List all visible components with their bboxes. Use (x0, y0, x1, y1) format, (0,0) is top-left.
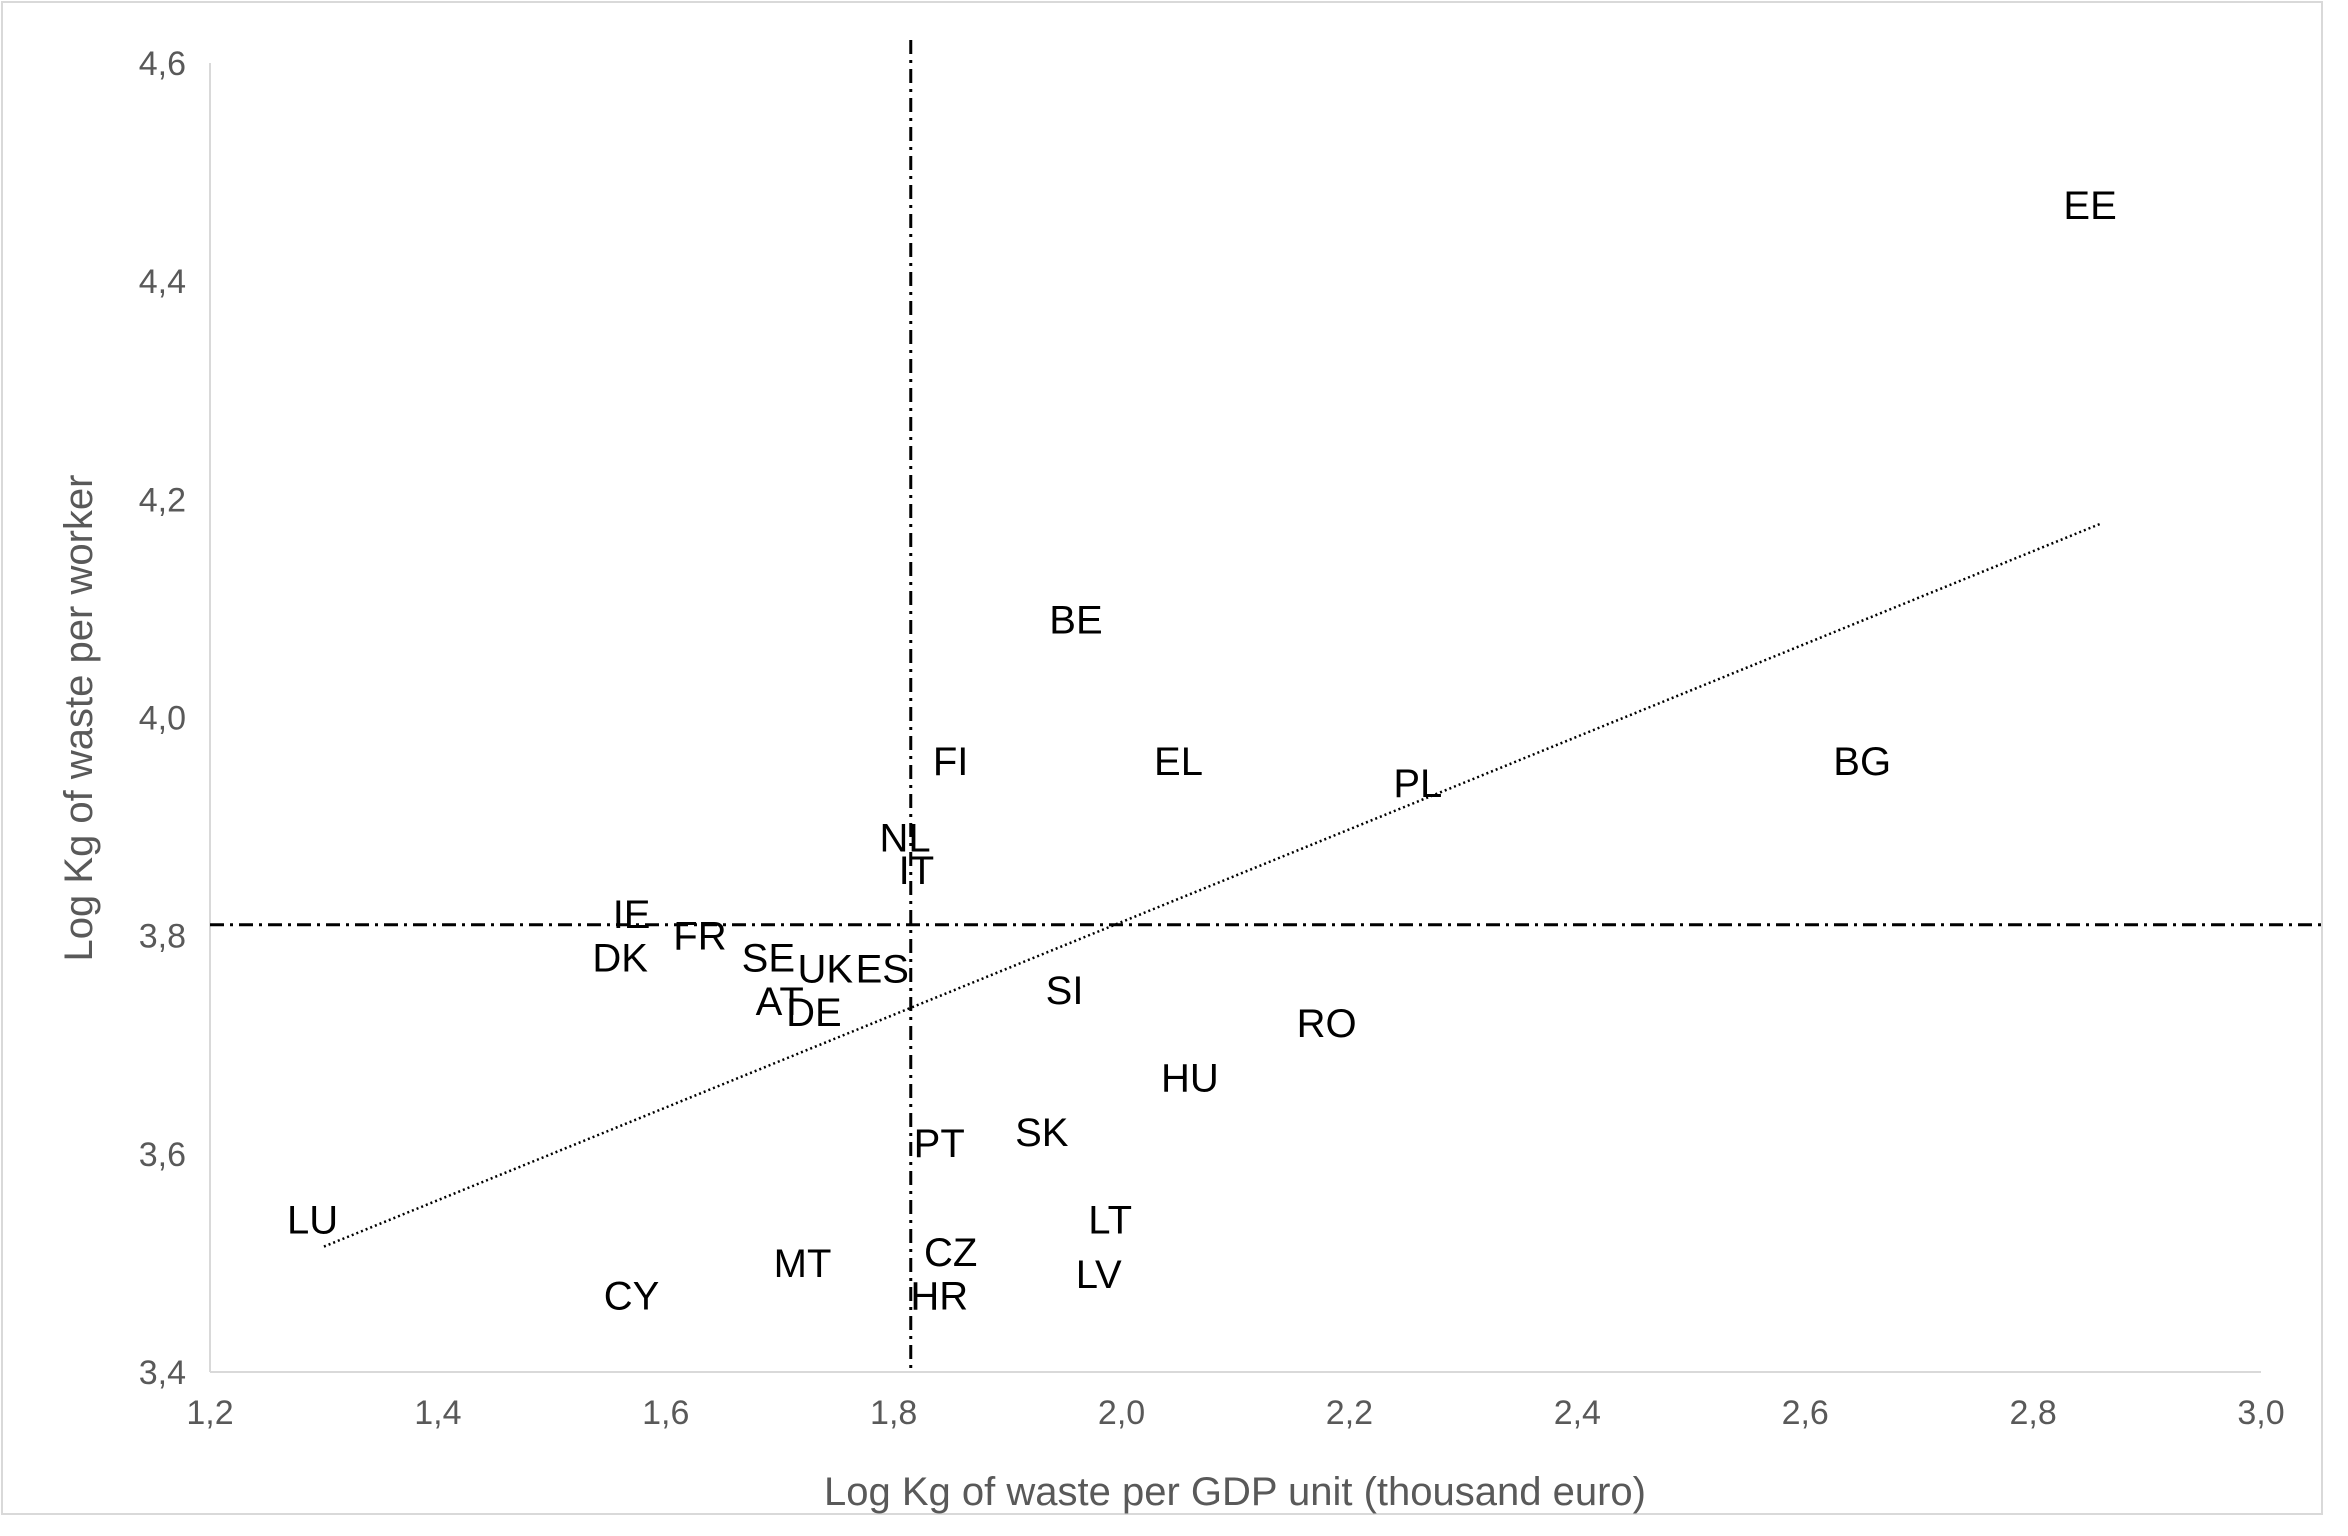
x-tick-label: 2,4 (1554, 1394, 1601, 1432)
y-axis-title: Log Kg of waste per worker (57, 475, 101, 962)
data-point-hr: HR (910, 1275, 968, 1319)
data-point-pl: PL (1393, 762, 1442, 806)
data-point-de: DE (786, 991, 842, 1035)
y-tick-label: 3,6 (139, 1136, 186, 1174)
data-point-pt: PT (914, 1122, 965, 1166)
x-tick-label: 2,2 (1326, 1394, 1373, 1432)
data-point-sk: SK (1015, 1111, 1069, 1155)
data-point-cz: CZ (924, 1231, 977, 1275)
y-tick-label: 3,8 (139, 918, 186, 956)
data-point-bg: BG (1833, 740, 1891, 784)
x-tick-label: 1,2 (186, 1394, 233, 1432)
reference-lines (210, 40, 2322, 1372)
y-tick-labels: 3,4 3,6 3,8 4,0 4,2 4,4 4,6 (139, 45, 186, 1392)
data-point-ro: RO (1297, 1002, 1357, 1046)
x-tick-label: 1,4 (414, 1394, 461, 1432)
data-point-mt: MT (774, 1242, 832, 1286)
data-point-si: SI (1046, 969, 1084, 1013)
x-tick-label: 2,8 (2009, 1394, 2056, 1432)
data-point-fi: FI (933, 740, 969, 784)
x-axis-title: Log Kg of waste per GDP unit (thousand e… (824, 1470, 1646, 1514)
data-point-nl: NL (879, 816, 930, 860)
y-tick-label: 4,4 (139, 263, 186, 301)
x-tick-label: 2,0 (1098, 1394, 1145, 1432)
trendline (323, 522, 2102, 1248)
y-tick-label: 3,4 (139, 1354, 186, 1392)
data-point-lv: LV (1076, 1253, 1122, 1297)
x-tick-label: 1,8 (870, 1394, 917, 1432)
x-tick-label: 1,6 (642, 1394, 689, 1432)
data-point-se: SE (742, 936, 795, 980)
data-point-at: AT (756, 980, 804, 1024)
x-tick-labels: 1,2 1,4 1,6 1,8 2,0 2,2 2,4 2,6 2,8 3,0 (186, 1394, 2284, 1432)
data-point-es: ES (856, 947, 909, 991)
data-point-el: EL (1154, 740, 1203, 784)
x-tick-label: 3,0 (2237, 1394, 2284, 1432)
y-tick-label: 4,6 (139, 45, 186, 83)
y-tick-label: 4,0 (139, 700, 186, 738)
chart-border (1, 1, 2323, 1515)
data-point-fr: FR (673, 915, 726, 959)
x-tick-label: 2,6 (1782, 1394, 1829, 1432)
trendline-group (323, 522, 2102, 1248)
data-point-ie: IE (613, 893, 651, 937)
y-tick-label: 4,2 (139, 481, 186, 519)
data-point-it: IT (899, 849, 935, 893)
data-point-ee: EE (2063, 184, 2116, 228)
data-point-lu: LU (287, 1198, 338, 1242)
data-point-hu: HU (1161, 1056, 1219, 1100)
data-point-lt: LT (1088, 1198, 1132, 1242)
data-point-dk: DK (592, 936, 648, 980)
data-point-cy: CY (604, 1275, 660, 1319)
data-point-be: BE (1049, 598, 1102, 642)
data-point-uk: UK (798, 947, 854, 991)
